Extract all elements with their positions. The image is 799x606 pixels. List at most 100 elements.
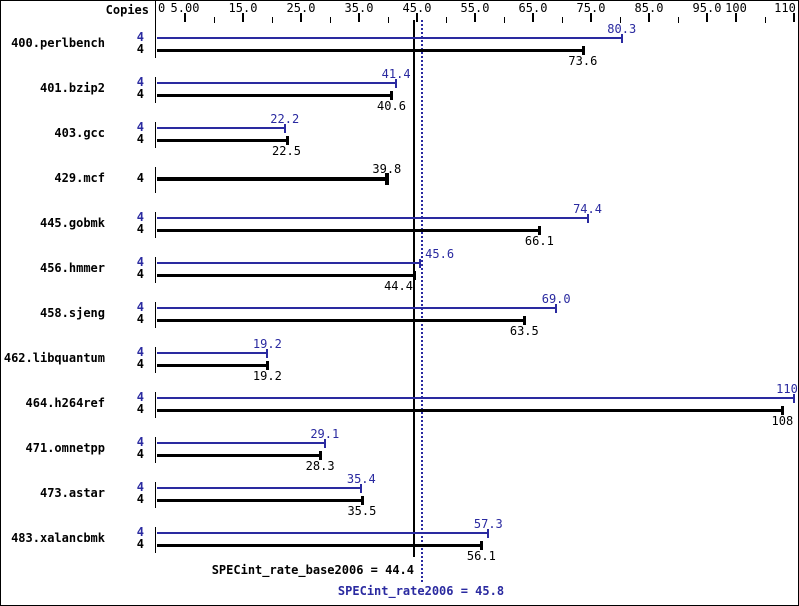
peak-value-label: 29.1 bbox=[310, 427, 340, 441]
base-bar-endcap bbox=[319, 451, 323, 460]
reference-line-base bbox=[412, 20, 415, 557]
base-bar bbox=[157, 499, 362, 502]
copies-value: 4 bbox=[136, 222, 144, 236]
axis-minor-tick bbox=[678, 17, 679, 23]
copies-value: 4 bbox=[136, 480, 144, 494]
base-value-label: 22.5 bbox=[272, 144, 301, 158]
copies-value: 4 bbox=[136, 525, 144, 539]
peak-bar-endcap bbox=[266, 349, 269, 358]
axis-baseline-segment bbox=[155, 347, 156, 373]
peak-value-label: 35.4 bbox=[346, 472, 376, 486]
copies-value: 4 bbox=[136, 132, 144, 146]
axis-major-tick bbox=[474, 13, 476, 22]
base-value-label: 35.5 bbox=[347, 504, 377, 518]
axis-major-tick bbox=[648, 13, 650, 22]
base-value-label: 73.6 bbox=[568, 54, 598, 68]
peak-bar-endcap bbox=[487, 529, 490, 538]
axis-baseline-segment bbox=[155, 212, 156, 238]
axis-baseline-segment bbox=[155, 437, 156, 463]
axis-baseline-segment bbox=[155, 167, 156, 193]
axis-baseline-segment bbox=[155, 257, 156, 283]
benchmark-label: 458.sjeng bbox=[39, 306, 105, 320]
benchmark-label: 429.mcf bbox=[54, 171, 105, 185]
peak-value-label: 110 bbox=[776, 382, 798, 396]
axis-major-tick bbox=[793, 13, 795, 22]
peak-bar-endcap bbox=[419, 259, 422, 268]
axis-label: 25.0 bbox=[286, 1, 316, 15]
base-value-label: 108 bbox=[771, 414, 794, 428]
benchmark-label: 456.hmmer bbox=[39, 261, 105, 275]
axis-baseline-segment bbox=[155, 392, 156, 418]
base-bar bbox=[157, 49, 583, 52]
axis-label: 35.0 bbox=[344, 1, 374, 15]
axis-major-tick bbox=[184, 13, 186, 22]
axis-baseline-segment bbox=[155, 527, 156, 553]
copies-value: 4 bbox=[136, 87, 144, 101]
peak-value-label: 22.2 bbox=[270, 112, 300, 126]
copies-value: 4 bbox=[136, 402, 144, 416]
axis-minor-tick bbox=[214, 17, 215, 23]
axis-origin-line bbox=[155, 1, 156, 32]
base-value-label: 39.8 bbox=[372, 162, 402, 176]
footer-rate-label: SPECint_rate2006 = 45.8 bbox=[337, 584, 505, 598]
axis-label: 15.0 bbox=[228, 1, 258, 15]
axis-major-tick bbox=[532, 13, 534, 22]
axis-major-tick bbox=[242, 13, 244, 22]
base-bar bbox=[157, 409, 783, 412]
base-bar-endcap bbox=[581, 46, 585, 55]
peak-bar-endcap bbox=[395, 79, 398, 88]
peak-bar bbox=[157, 127, 285, 129]
base-bar-endcap bbox=[538, 226, 542, 235]
base-value-label: 28.3 bbox=[305, 459, 335, 473]
base-bar bbox=[157, 139, 287, 142]
base-bar-endcap bbox=[523, 316, 527, 325]
benchmark-label: 473.astar bbox=[39, 486, 105, 500]
peak-value-label: 19.2 bbox=[252, 337, 282, 351]
axis-baseline-segment bbox=[155, 77, 156, 103]
axis-minor-tick bbox=[620, 17, 621, 23]
copies-value: 4 bbox=[136, 357, 144, 371]
peak-value-label: 69.0 bbox=[541, 292, 571, 306]
base-bar bbox=[157, 177, 387, 181]
copies-value: 4 bbox=[136, 42, 144, 56]
peak-bar bbox=[157, 37, 622, 39]
base-bar bbox=[157, 454, 321, 457]
base-bar bbox=[157, 364, 268, 367]
peak-bar bbox=[157, 487, 362, 489]
copies-value: 4 bbox=[136, 255, 144, 269]
axis-baseline-segment bbox=[155, 122, 156, 148]
copies-header: Copies bbox=[105, 3, 149, 17]
benchmark-label: 464.h264ref bbox=[25, 396, 105, 410]
base-value-label: 40.6 bbox=[377, 99, 406, 113]
axis-major-tick bbox=[706, 13, 708, 22]
axis-label: 110 bbox=[774, 1, 796, 15]
base-value-label: 56.1 bbox=[466, 549, 496, 563]
copies-value: 4 bbox=[136, 312, 144, 326]
axis-minor-tick bbox=[330, 17, 331, 23]
axis-minor-tick bbox=[446, 17, 447, 23]
axis-minor-tick bbox=[272, 17, 273, 23]
copies-value: 4 bbox=[136, 120, 144, 134]
peak-bar bbox=[157, 397, 794, 399]
axis-baseline-segment bbox=[155, 302, 156, 328]
axis-label: 5.00 bbox=[170, 1, 200, 15]
axis-label: 65.0 bbox=[518, 1, 548, 15]
copies-value: 4 bbox=[136, 300, 144, 314]
axis-minor-tick bbox=[388, 17, 389, 23]
peak-bar-endcap bbox=[793, 394, 795, 403]
copies-value: 4 bbox=[136, 435, 144, 449]
base-bar-endcap bbox=[781, 406, 785, 415]
copies-value: 4 bbox=[136, 492, 144, 506]
peak-bar bbox=[157, 532, 489, 534]
axis-major-tick bbox=[590, 13, 592, 22]
base-bar bbox=[157, 94, 392, 97]
base-bar-endcap bbox=[285, 136, 289, 145]
base-bar-endcap bbox=[360, 496, 364, 505]
peak-value-label: 57.3 bbox=[473, 517, 503, 531]
copies-value: 4 bbox=[136, 345, 144, 359]
benchmark-label: 445.gobmk bbox=[39, 216, 105, 230]
axis-minor-tick bbox=[562, 17, 563, 23]
axis-label: 0 bbox=[158, 1, 166, 15]
base-value-label: 66.1 bbox=[524, 234, 554, 248]
